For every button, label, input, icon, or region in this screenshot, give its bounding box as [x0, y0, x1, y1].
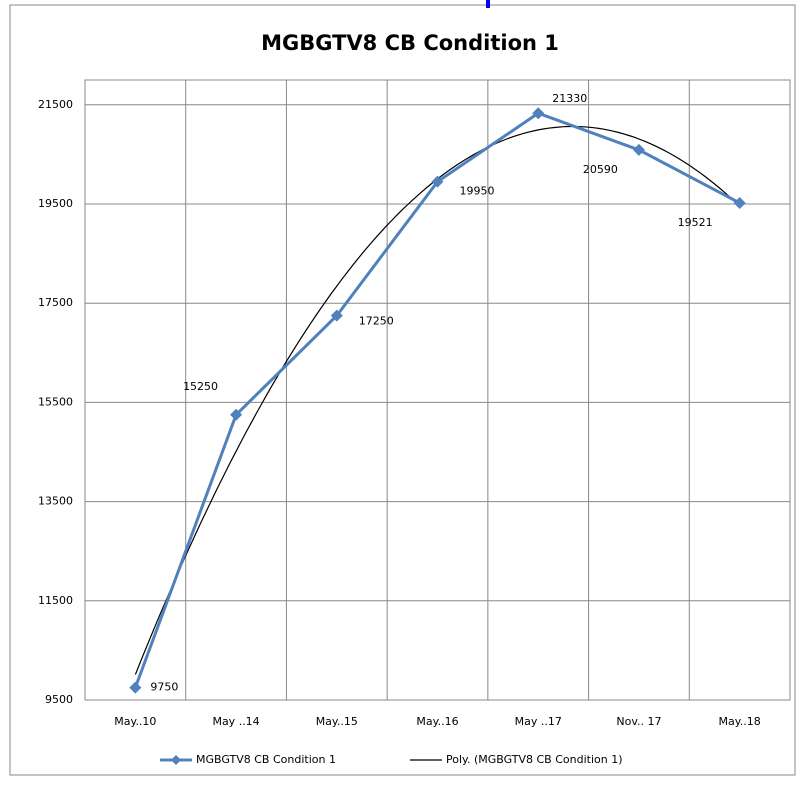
marker: [431, 175, 444, 188]
legend-marker: [171, 755, 181, 765]
marker: [129, 681, 142, 694]
y-tick-label: 9500: [45, 693, 73, 706]
data-label: 9750: [150, 681, 178, 694]
chart-border: [9, 4, 796, 776]
marker: [632, 143, 645, 156]
x-tick-label: May..18: [719, 715, 761, 728]
marker: [733, 196, 746, 209]
data-label: 20590: [583, 163, 618, 176]
y-tick-label: 19500: [38, 197, 73, 210]
marker: [330, 309, 343, 322]
chart-title: MGBGTV8 CB Condition 1: [261, 31, 559, 55]
data-label: 19521: [678, 216, 713, 229]
legend-label: Poly. (MGBGTV8 CB Condition 1): [446, 753, 623, 766]
x-tick-label: May..16: [416, 715, 458, 728]
cursor-marker: [486, 0, 490, 8]
y-tick-label: 17500: [38, 296, 73, 309]
x-tick-label: May ..17: [515, 715, 562, 728]
y-tick-label: 15500: [38, 395, 73, 408]
y-tick-label: 11500: [38, 594, 73, 607]
marker: [230, 408, 243, 421]
data-label: 15250: [183, 380, 218, 393]
x-tick-label: May ..14: [212, 715, 259, 728]
x-tick-label: Nov.. 17: [616, 715, 661, 728]
x-tick-label: May..10: [114, 715, 156, 728]
x-tick-label: May..15: [316, 715, 358, 728]
data-label: 19950: [460, 185, 495, 198]
y-tick-label: 21500: [38, 98, 73, 111]
data-label: 21330: [552, 92, 587, 105]
legend-label: MGBGTV8 CB Condition 1: [196, 753, 336, 766]
data-label: 17250: [359, 315, 394, 328]
marker: [532, 107, 545, 120]
y-tick-label: 13500: [38, 495, 73, 508]
